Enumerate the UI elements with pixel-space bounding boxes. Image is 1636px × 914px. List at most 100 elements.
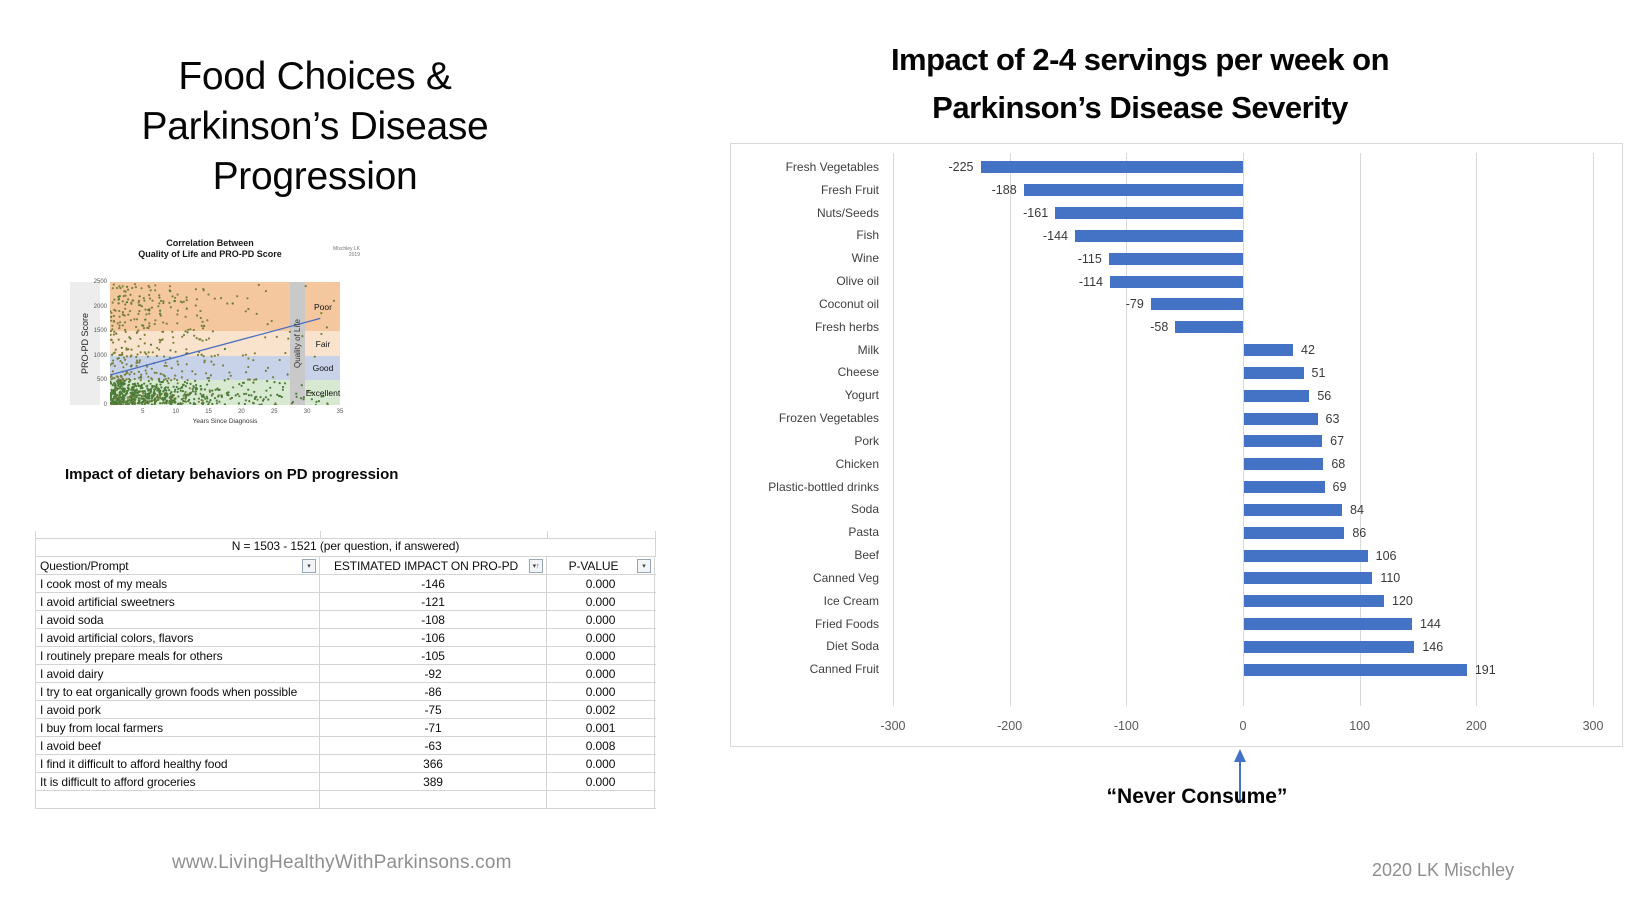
x-tick-label: 30 xyxy=(303,409,311,415)
table-row: I cook most of my meals -146 0.000 xyxy=(35,575,656,593)
bar-value-label: -144 xyxy=(1042,228,1068,243)
grid-stub xyxy=(547,531,548,539)
bar xyxy=(1244,663,1467,676)
gridline xyxy=(1476,153,1478,706)
never-consume-label: “Never Consume” xyxy=(1106,785,1288,808)
bar-category-label: Yogurt xyxy=(844,388,879,403)
bar-value-label: -114 xyxy=(1078,274,1103,289)
impact-cell: -86 xyxy=(320,683,547,700)
filter-funnel-icon[interactable]: ▾ xyxy=(637,559,651,573)
impact-cell: -108 xyxy=(320,611,547,628)
impact-cell: -146 xyxy=(320,575,547,592)
gridline xyxy=(1359,153,1361,706)
bar-value-label: 67 xyxy=(1330,434,1345,449)
pvalue-cell: 0.000 xyxy=(547,593,655,610)
bar-value-label: -225 xyxy=(948,160,974,175)
impact-cell: 366 xyxy=(320,755,547,772)
table-row: I buy from local farmers -71 0.001 xyxy=(35,719,656,737)
question-cell: I try to eat organically grown foods whe… xyxy=(35,683,320,700)
bar xyxy=(1108,252,1243,265)
never-consume-arrow-icon xyxy=(1234,749,1246,802)
filter-dropdown-icon[interactable]: ▾ xyxy=(302,559,316,573)
bar-value-label: 191 xyxy=(1474,662,1496,677)
bar xyxy=(1244,526,1345,539)
pvalue-cell: 0.000 xyxy=(547,575,655,592)
bar-value-label: 42 xyxy=(1301,343,1315,358)
pvalue-cell: 0.000 xyxy=(547,665,655,682)
pvalue-cell: 0.001 xyxy=(547,719,655,736)
gridline xyxy=(1243,153,1244,706)
section-heading: Impact of dietary behaviors on PD progre… xyxy=(65,466,399,483)
table-row: I avoid artificial sweetners -121 0.000 xyxy=(35,593,656,611)
y-tick-label: 1500 xyxy=(93,328,107,335)
bar-value-label: -79 xyxy=(1125,297,1144,312)
bar-category-label: Chicken xyxy=(835,456,879,471)
bar-category-label: Milk xyxy=(857,342,879,357)
y-tick-label: 1000 xyxy=(93,352,107,359)
impact-cell: -121 xyxy=(320,593,547,610)
page-title: Food Choices & Parkinson’s Disease Progr… xyxy=(110,52,520,202)
bar-value-label: 84 xyxy=(1350,502,1364,517)
impact-cell: -92 xyxy=(320,665,547,682)
y-axis-panel: PRO-PD Score xyxy=(70,282,100,405)
grid-stub xyxy=(35,531,36,539)
bar xyxy=(1055,207,1243,220)
bar xyxy=(1244,412,1318,425)
y-tick-label: 2000 xyxy=(93,303,107,310)
bar-chart: -300 -200 -100 0 100 200 300 Fresh Vegetables -2… xyxy=(730,143,1623,747)
bar-chart-title-line: Impact of 2-4 servings per week on xyxy=(890,42,1390,77)
bar-category-label: Canned Fruit xyxy=(809,662,879,677)
bar xyxy=(1110,275,1243,288)
empty-cell xyxy=(320,791,547,808)
trend-line xyxy=(110,317,321,376)
question-cell: I find it difficult to afford healthy fo… xyxy=(35,755,320,772)
x-tick-label: 25 xyxy=(270,409,278,415)
empty-cell xyxy=(547,791,655,808)
impact-cell: -63 xyxy=(320,737,547,754)
impact-table: N = 1503 - 1521 (per question, if answer… xyxy=(35,531,656,809)
table-row: I avoid beef -63 0.008 xyxy=(35,737,656,755)
gridline xyxy=(1593,153,1594,706)
bar-category-label: Canned Veg xyxy=(812,570,879,585)
table-row: It is difficult to afford groceries 389 0.… xyxy=(35,773,656,791)
bar-value-label: 69 xyxy=(1332,480,1347,495)
scatter-points-layer xyxy=(110,283,336,405)
bar-value-label: -115 xyxy=(1077,251,1102,266)
quality-of-life-band-label: Quality of Life xyxy=(293,319,302,368)
pvalue-cell: 0.000 xyxy=(547,647,655,664)
pvalue-cell: 0.008 xyxy=(547,737,655,754)
sample-size-note: N = 1503 - 1521 (per question, if answer… xyxy=(231,539,460,553)
bar-value-label: 120 xyxy=(1392,594,1413,609)
pvalue-cell: 0.002 xyxy=(547,701,655,718)
sort-ascending-filter-icon[interactable]: ▾↑ xyxy=(529,559,543,573)
gridline xyxy=(893,153,894,706)
question-cell: I avoid artificial sweetners xyxy=(35,593,320,610)
scatter-chart: Correlation Between Quality of Life and … xyxy=(60,230,360,430)
question-cell: I avoid beef xyxy=(35,737,320,754)
bar-value-label: 63 xyxy=(1325,411,1340,426)
bar xyxy=(1244,481,1325,494)
bar-category-label: Beef xyxy=(854,548,879,563)
column-header-label: P-VALUE xyxy=(568,558,619,573)
bar-category-label: Diet Soda xyxy=(826,639,879,654)
bar-category-label: Nuts/Seeds xyxy=(816,205,879,220)
table-merged-header-row: N = 1503 - 1521 (per question, if answer… xyxy=(35,539,656,557)
x-tick-label: 5 xyxy=(141,409,145,415)
bar xyxy=(1244,435,1323,448)
bar-value-label: 106 xyxy=(1375,548,1397,563)
empty-cell xyxy=(35,791,320,808)
question-cell: It is difficult to afford groceries xyxy=(35,773,320,790)
bar xyxy=(1244,640,1415,653)
qol-band-label: Good xyxy=(312,363,334,374)
bar-value-label: -58 xyxy=(1150,320,1169,335)
bar-category-label: Plastic-bottled drinks xyxy=(768,479,879,494)
column-header-label: Question/Prompt xyxy=(40,558,129,573)
column-header-label: ESTIMATED IMPACT ON PRO-PD xyxy=(333,558,519,573)
question-cell: I avoid pork xyxy=(35,701,320,718)
bar xyxy=(980,161,1243,174)
bar-value-label: 110 xyxy=(1380,571,1401,586)
pvalue-cell: 0.000 xyxy=(547,629,655,646)
bar-category-label: Cheese xyxy=(837,365,879,380)
bar-value-label: -188 xyxy=(991,183,1017,198)
